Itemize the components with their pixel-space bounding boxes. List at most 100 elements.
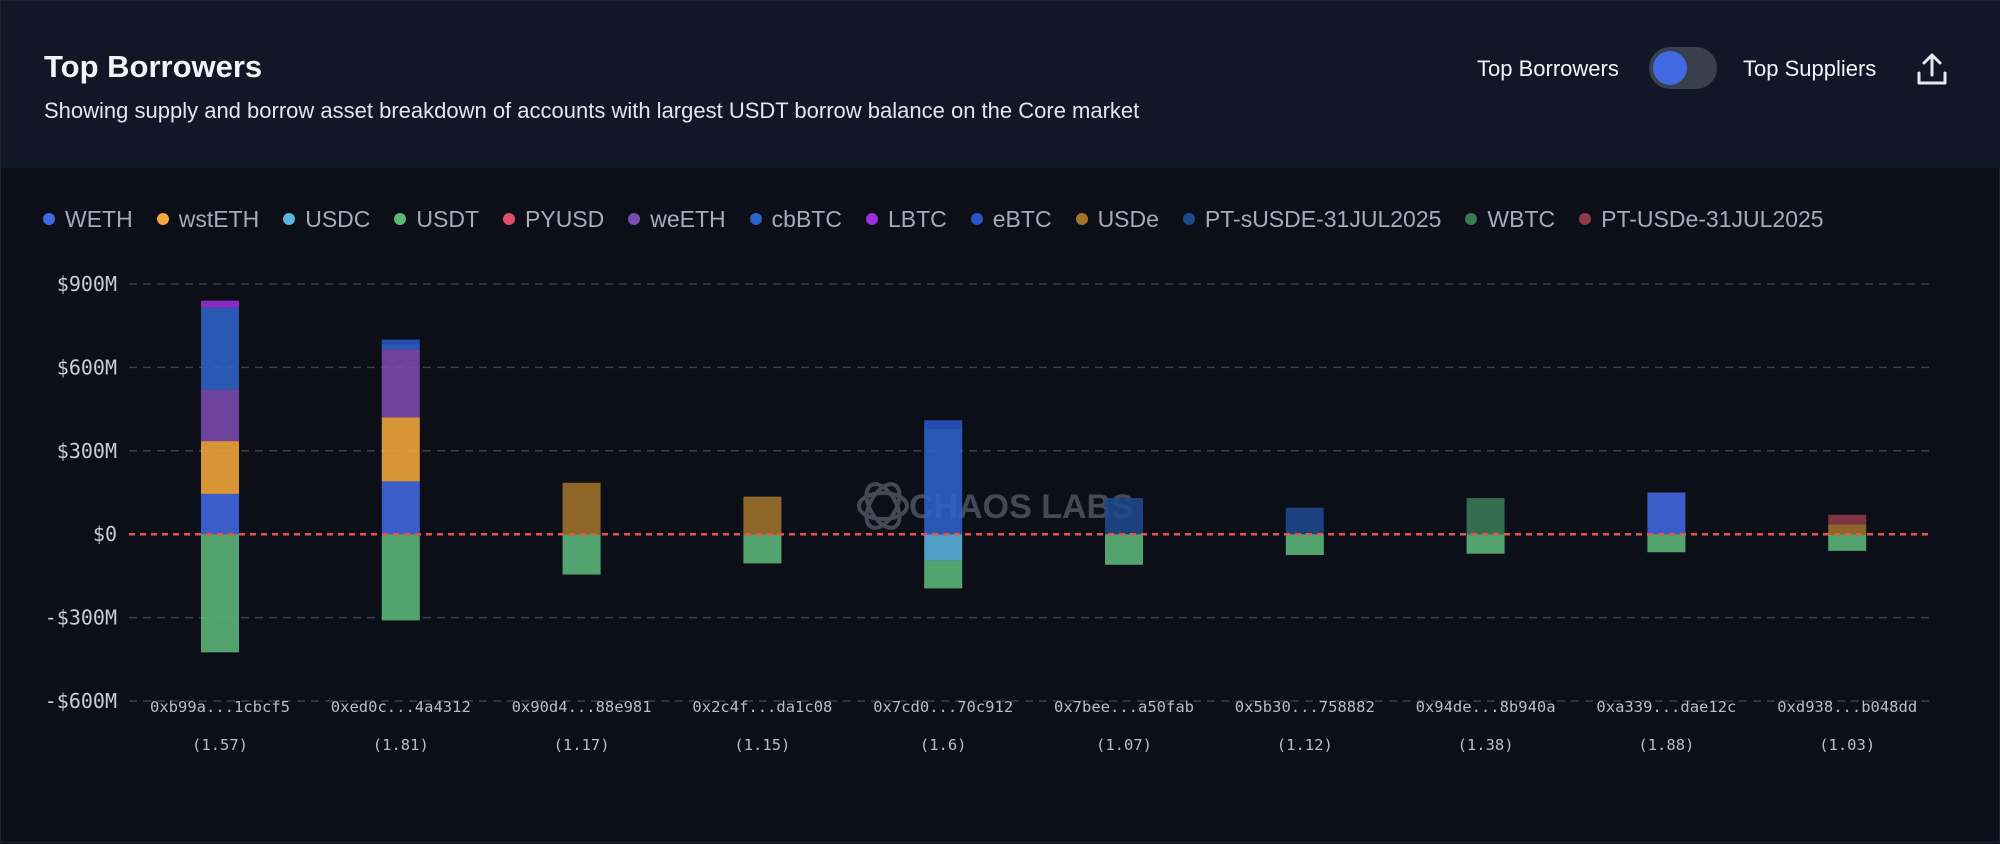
bar-segment-pt-susde-31jul2025[interactable] (1105, 498, 1143, 535)
legend-dot-icon (503, 213, 516, 225)
x-tick-sublabel: (1.15) (734, 736, 790, 754)
legend-item-usdc[interactable]: USDC (283, 206, 370, 233)
legend-dot-icon (394, 213, 407, 225)
borrowers-suppliers-toggle[interactable] (1649, 47, 1717, 89)
legend-dot-icon (1075, 213, 1088, 225)
bar-segment-wsteth[interactable] (201, 441, 239, 494)
legend-item-ebtc[interactable]: eBTC (970, 206, 1052, 233)
legend-label: PT-USDe-31JUL2025 (1601, 205, 1824, 232)
bar-segment-lbtc[interactable] (201, 300, 239, 308)
x-tick-label: 0xb99a...1cbcf5 (150, 698, 290, 716)
legend-item-usdt[interactable]: USDT (394, 206, 479, 233)
bar-segment-wbtc[interactable] (1466, 498, 1505, 535)
bar-segment-weth[interactable] (381, 481, 420, 535)
bar-segment-usdt[interactable] (1828, 534, 1867, 551)
bar-segment-weeth[interactable] (201, 389, 239, 442)
y-tick-label: $900M (57, 272, 117, 296)
x-tick-sublabel: (1.38) (1458, 736, 1514, 754)
bar-segment-weth[interactable] (1647, 492, 1686, 535)
legend-label: USDT (416, 205, 480, 232)
bar-segment-usdt[interactable] (381, 534, 420, 621)
toggle-knob (1653, 51, 1687, 85)
page-title: Top Borrowers (44, 49, 263, 84)
bar-segment-usdc[interactable] (924, 534, 963, 561)
bar-segment-usde[interactable] (1828, 524, 1867, 535)
bar-segment-cbbtc[interactable] (201, 307, 239, 390)
bar-segment-usdt[interactable] (924, 560, 963, 589)
bar-segment-wsteth[interactable] (381, 417, 420, 482)
x-tick-sublabel: (1.57) (192, 736, 248, 754)
toggle-label-top-suppliers[interactable]: Top Suppliers (1743, 56, 1877, 81)
bar-segment-pt-susde-31jul2025[interactable] (1285, 507, 1324, 535)
bar-segment-ebtc[interactable] (381, 339, 420, 344)
y-tick-label: $300M (57, 439, 117, 463)
toggle-label-top-borrowers[interactable]: Top Borrowers (1477, 56, 1619, 81)
bar-segment-usdt[interactable] (1466, 534, 1505, 554)
legend-label: WBTC (1487, 205, 1556, 232)
x-tick-label: 0x94de...8b940a (1416, 698, 1556, 716)
legend-dot-icon (156, 213, 169, 225)
legend-dot-icon (749, 213, 762, 225)
bar-segment-weth[interactable] (201, 493, 239, 535)
legend-item-lbtc[interactable]: LBTC (865, 205, 947, 233)
share-upload-icon[interactable] (1911, 49, 1953, 91)
chart-legend: WETH wstETH USDC USDT PYUSD weETH cbBTC LBTC eBT… (43, 204, 1848, 234)
legend-item-pt-usde-31jul2025[interactable]: PT-USDe-31JUL2025 (1579, 205, 1824, 233)
legend-label: USDe (1097, 205, 1159, 232)
legend-dot-icon (1465, 213, 1478, 225)
legend-label: cbBTC (771, 205, 842, 232)
legend-label: wstETH (178, 205, 260, 232)
bar-segment-usde[interactable] (562, 482, 601, 535)
x-tick-label: 0x90d4...88e981 (512, 698, 652, 716)
legend-dot-icon (43, 213, 55, 225)
x-tick-label: 0x7bee...a50fab (1054, 698, 1194, 716)
bar-segment-usdt[interactable] (1647, 534, 1686, 553)
bar-segment-pt-usde-31jul2025[interactable] (1828, 514, 1867, 525)
bar-segment-cbbtc[interactable] (381, 343, 420, 350)
x-tick-label: 0x5b30...758882 (1235, 698, 1375, 716)
legend-label: LBTC (887, 205, 947, 232)
y-tick-label: -$300M (45, 606, 117, 630)
legend-item-weth[interactable]: WETH (43, 206, 133, 233)
legend-label: weETH (650, 205, 726, 232)
x-tick-label: 0xd938...b048dd (1777, 698, 1917, 716)
bar-segment-usde[interactable] (743, 496, 782, 535)
x-tick-sublabel: (1.03) (1819, 736, 1875, 754)
bar-segment-usdt[interactable] (1105, 534, 1143, 565)
chaos-labs-watermark: CHAOS LABS (857, 482, 1134, 530)
legend-item-wbtc[interactable]: WBTC (1465, 206, 1555, 233)
bar-segment-usdt[interactable] (201, 534, 239, 653)
x-tick-sublabel: (1.81) (373, 736, 429, 754)
x-tick-label: 0x2c4f...da1c08 (692, 698, 832, 716)
legend-label: USDC (305, 205, 371, 232)
bar-segment-usdt[interactable] (1285, 534, 1324, 556)
chart-grid (129, 283, 1933, 702)
legend-dot-icon (1182, 213, 1195, 225)
legend-item-pt-susde-31jul2025[interactable]: PT-sUSDE-31JUL2025 (1182, 206, 1441, 233)
x-tick-sublabel: (1.12) (1277, 736, 1333, 754)
y-tick-label: $600M (57, 355, 117, 379)
x-tick-label: 0xed0c...4a4312 (331, 698, 471, 716)
bar-segment-usdt[interactable] (562, 534, 601, 575)
bar-segment-ebtc[interactable] (924, 420, 963, 429)
legend-dot-icon (283, 213, 296, 225)
page-subtitle: Showing supply and borrow asset breakdow… (44, 98, 1140, 123)
legend-label: WETH (65, 205, 133, 232)
bar-segment-weeth[interactable] (381, 349, 420, 418)
x-tick-sublabel: (1.07) (1096, 736, 1152, 754)
bar-segment-usdt[interactable] (743, 534, 782, 564)
legend-dot-icon (865, 213, 878, 225)
x-axis-labels: 0xb99a...1cbcf5 (1.57) 0xed0c...4a4312 (1.8… (150, 698, 1917, 754)
y-tick-label: $0 (93, 522, 117, 546)
legend-item-wsteth[interactable]: wstETH (156, 205, 260, 233)
legend-item-weeth[interactable]: weETH (628, 205, 726, 233)
x-tick-label: 0x7cd0...70c912 (873, 698, 1013, 716)
bar-segment-cbbtc[interactable] (924, 428, 963, 535)
legend-item-cbbtc[interactable]: cbBTC (749, 205, 842, 233)
legend-item-usde[interactable]: USDe (1075, 205, 1159, 233)
y-axis-labels: -$600M -$300M $0 $300M $600M $900M (45, 272, 117, 713)
y-tick-label: -$600M (45, 689, 117, 713)
legend-item-pyusd[interactable]: PYUSD (503, 206, 604, 233)
